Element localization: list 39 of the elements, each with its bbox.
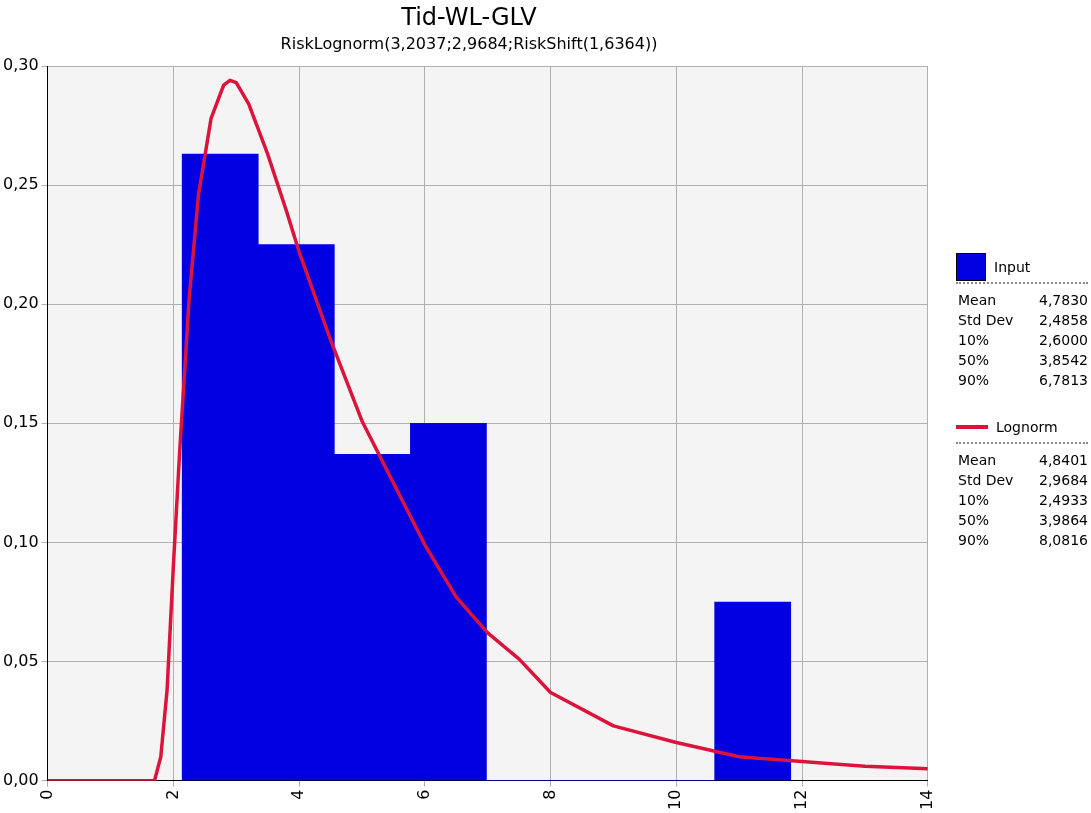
text: 4,7830 (1039, 291, 1088, 310)
text: 90% (958, 371, 990, 390)
text: 4,8401 (1039, 451, 1088, 470)
text: Mean (958, 451, 997, 470)
x-tick-label: 12 (791, 789, 811, 810)
text: 3,9864 (1039, 511, 1088, 530)
text: 2,9684 (1039, 471, 1088, 490)
text: 10% (958, 491, 990, 510)
y-tick-label: 0,00 (3, 769, 39, 789)
text: 8,0816 (1039, 531, 1088, 550)
text: 90% (958, 531, 990, 550)
x-tick-label: 0 (36, 789, 56, 800)
x-tick-label: 2 (162, 789, 182, 800)
x-tick-label: 6 (414, 789, 433, 800)
text: 50% (958, 511, 990, 530)
text: Std Dev (958, 311, 1014, 330)
text: 2,6000 (1039, 331, 1088, 350)
text: 2,4933 (1039, 491, 1088, 510)
y-tick-label: 0,15 (3, 412, 39, 432)
y-tick-label: 0,10 (3, 531, 39, 551)
y-tick-label: 0,05 (3, 650, 39, 670)
text: 50% (958, 351, 990, 370)
y-tick-label: 0,25 (3, 174, 39, 194)
text: Std Dev (958, 471, 1014, 490)
x-tick-label: 14 (916, 789, 936, 810)
text: 2,4858 (1039, 311, 1088, 330)
text: 3,8542 (1039, 351, 1088, 370)
chart-title: Tid-WL-GLV (400, 2, 538, 31)
text: Mean (958, 291, 997, 310)
x-tick-label: 4 (288, 789, 308, 800)
text: 6,7813 (1039, 371, 1088, 390)
legend-label: Input (994, 259, 1031, 275)
y-tick-label: 0,20 (3, 293, 39, 313)
legend-label: Lognorm (996, 419, 1058, 435)
x-tick-label: 10 (665, 789, 685, 810)
y-tick-label: 0,30 (3, 55, 39, 75)
text: 10% (958, 331, 990, 350)
x-tick-label: 8 (539, 789, 559, 800)
chart-subtitle: RiskLognorm(3,2037;2,9684;RiskShift(1,6364)) (280, 33, 658, 53)
